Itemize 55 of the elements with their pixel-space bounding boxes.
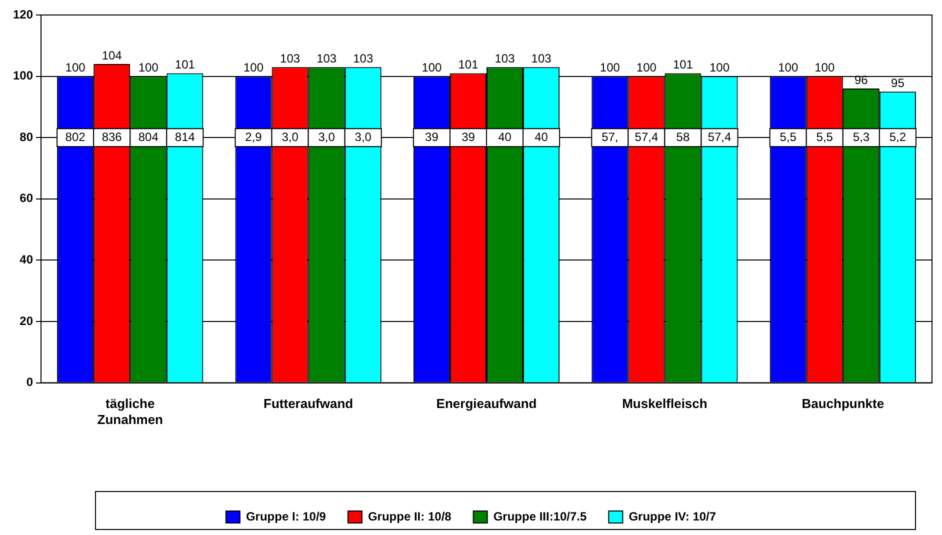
annotation: 3,0 [282,130,299,144]
legend-label: Gruppe III:10/7.5 [493,509,588,524]
annotation: 57,4 [634,130,658,144]
annotation: 57,4 [708,130,732,144]
annotation: 802 [65,130,86,144]
annotation: 5,2 [889,130,906,144]
legend-label: Gruppe IV: 10/7 [628,509,716,524]
data-label: 101 [458,58,479,72]
data-label: 100 [814,60,835,75]
x-tick-label: Bauchpunkte [802,396,884,412]
data-label: 100 [709,60,730,75]
annotation: 5,5 [816,130,834,144]
y-tick-label: 0 [26,375,34,390]
y-tick-label: 100 [12,68,34,83]
annotation: 804 [138,130,159,144]
x-tick-label: tägliche Zunahmen [97,396,164,427]
legend-label: Gruppe II: 10/8 [368,509,452,524]
data-label: 100 [778,60,798,75]
data-label: 100 [422,60,442,75]
data-label: 100 [600,60,620,75]
annotation: 57, [602,130,618,144]
x-tick-label: Muskelfleisch [622,396,708,412]
annotation: 3,0 [318,130,336,144]
annotation: 40 [498,130,512,144]
data-label: 101 [174,58,196,72]
annotation: 5,3 [852,130,870,144]
y-tick-label: 120 [12,7,34,22]
annotation: 58 [676,130,690,144]
data-label: 101 [672,58,694,72]
annotation: 39 [462,130,476,144]
annotation: 836 [102,130,122,144]
y-tick-label: 60 [20,191,34,206]
annotation: 814 [174,130,196,144]
data-label: 100 [65,60,86,75]
data-label: 104 [102,48,122,62]
y-tick-label: 80 [20,130,34,144]
data-label: 103 [353,51,374,66]
x-tick-label: Futteraufwand [264,396,354,412]
data-label: 103 [531,51,552,66]
annotation: 3,0 [354,130,372,144]
data-label: 103 [316,51,337,66]
annotation: 39 [425,130,439,144]
legend-label: Gruppe I: 10/9 [246,509,326,524]
annotation: 5,5 [780,130,797,144]
x-tick-label: Energieaufwand [436,396,537,412]
data-label: 100 [244,60,264,75]
data-label: 103 [280,51,300,66]
data-label: 95 [891,76,905,90]
annotation: 40 [534,130,548,144]
data-label: 100 [138,60,159,75]
data-label: 103 [494,51,516,66]
y-tick-label: 40 [20,252,34,267]
y-tick-label: 20 [20,314,34,328]
annotation: 2,9 [245,130,262,144]
data-label: 100 [636,60,657,75]
